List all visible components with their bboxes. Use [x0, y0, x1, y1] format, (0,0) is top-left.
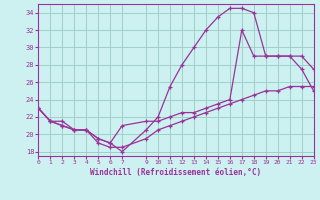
X-axis label: Windchill (Refroidissement éolien,°C): Windchill (Refroidissement éolien,°C) — [91, 168, 261, 177]
